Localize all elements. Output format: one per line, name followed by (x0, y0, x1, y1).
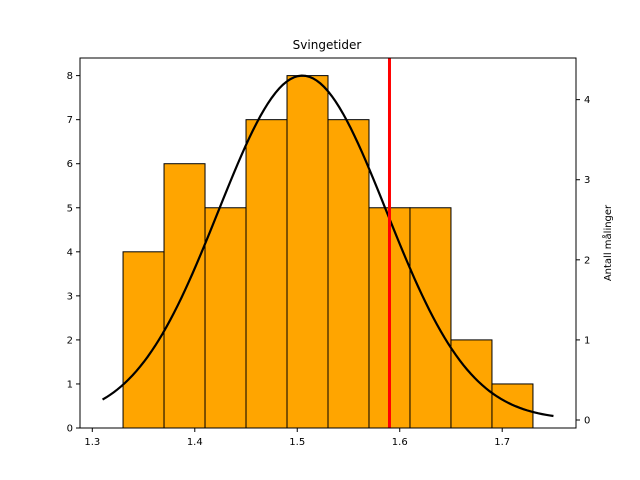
x-tick-label: 1.6 (392, 437, 408, 448)
y-tick-label: 1 (67, 379, 73, 390)
histogram-bar-6 (327, 119, 370, 429)
chart-title: Svingetider (293, 38, 362, 52)
histogram-bar-8 (409, 207, 452, 429)
histogram-bar-1 (122, 251, 165, 429)
histogram-bar-5 (286, 75, 329, 429)
histogram-bar-3 (204, 207, 247, 429)
normal-curve (101, 74, 554, 418)
histogram-bar-2 (163, 163, 206, 429)
x-tick-label: 1.3 (84, 437, 100, 448)
curve-layer (101, 74, 554, 418)
y-axis-right: 0 1 2 3 4 (576, 95, 590, 426)
y-axis-left: 0 1 2 3 4 5 6 7 8 (67, 71, 80, 435)
bars-group (122, 75, 534, 429)
y-tick-label: 4 (67, 247, 73, 258)
y2-tick-label: 1 (584, 335, 590, 346)
x-tick-label: 1.7 (494, 437, 510, 448)
y-tick-label: 8 (67, 71, 73, 82)
y2-tick-label: 2 (584, 255, 590, 266)
y2-axis-label: Antall målinger (601, 204, 614, 281)
histogram-bar-4 (245, 119, 288, 429)
histogram-bar-9 (450, 339, 493, 429)
y-tick-label: 6 (67, 159, 73, 170)
y2-tick-label: 3 (584, 175, 590, 186)
plot-frame (79, 57, 577, 429)
y-tick-label: 5 (67, 203, 73, 214)
y-tick-label: 2 (67, 335, 73, 346)
x-axis: 1.3 1.4 1.5 1.6 1.7 (84, 428, 510, 448)
x-tick-label: 1.5 (289, 437, 305, 448)
y-tick-label: 3 (67, 291, 73, 302)
x-tick-label: 1.4 (187, 437, 203, 448)
y2-tick-label: 0 (584, 415, 590, 426)
y-tick-label: 0 (67, 424, 73, 435)
y2-tick-label: 4 (584, 95, 590, 106)
y-tick-label: 7 (67, 115, 73, 126)
